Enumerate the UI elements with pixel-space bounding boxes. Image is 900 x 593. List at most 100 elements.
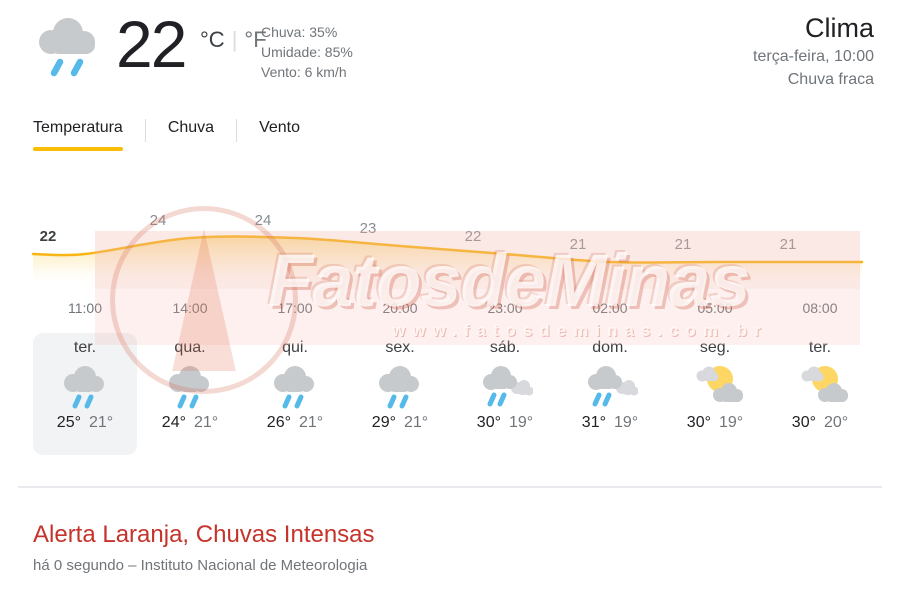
fahrenheit-toggle[interactable]: °F	[244, 27, 267, 52]
low-temp: 19°	[614, 414, 639, 431]
daily-forecast: ter. 25° 21° qua. 24° 21° qui. 26° 21° sex. 29…	[0, 333, 900, 457]
chart-temp-label: 22	[464, 228, 482, 245]
low-temp: 21°	[404, 414, 429, 431]
tab-divider	[236, 119, 238, 142]
rain-icon	[30, 12, 106, 78]
weather-alert: Alerta Laranja, Chuvas Intensas há 0 seg…	[33, 521, 375, 574]
day-temps: 24° 21°	[138, 414, 242, 432]
scattered-showers-icon	[483, 366, 534, 407]
forecast-card-0-ter[interactable]: ter. 25° 21°	[33, 333, 137, 455]
high-temp: 26°	[266, 414, 291, 431]
tab-chuva[interactable]: Chuva	[168, 119, 214, 150]
datetime-label: terça-feira, 10:00	[753, 48, 874, 65]
unit-separator: |	[231, 27, 238, 52]
day-icon-wrap	[267, 357, 323, 413]
current-temperature: 22	[116, 7, 187, 81]
chart-time-axis: 11:00 14:00 17:00 20:00 23:00 02:00 05:00 08:00	[0, 300, 900, 320]
chart-temp-label: 21	[569, 236, 587, 253]
condition-label: Chuva fraca	[787, 71, 874, 88]
temperature-chart: 22 24 24 23 22 21 21 21 11:00 14:00 17:00 20:00 23:…	[0, 195, 900, 330]
rain-icon	[64, 366, 104, 409]
chart-time-label: 14:00	[172, 300, 208, 316]
day-temps: 29° 21°	[348, 414, 452, 432]
active-tab-underline	[33, 147, 123, 151]
day-icon-wrap	[582, 357, 639, 413]
tab-vento[interactable]: Vento	[259, 119, 300, 150]
chart-line	[31, 235, 864, 264]
alert-source: há 0 segundo – Instituto Nacional de Met…	[33, 557, 368, 574]
partly-cloudy-icon	[696, 366, 743, 402]
high-temp: 30°	[686, 414, 711, 431]
chart-time-label: 05:00	[697, 300, 733, 316]
precipitation-stat: Chuva: 35%	[261, 24, 338, 40]
day-temps: 31° 19°	[558, 414, 662, 432]
day-name: qua.	[174, 339, 206, 356]
chart-canvas	[31, 235, 864, 287]
chart-time-label: 08:00	[802, 300, 838, 316]
day-icon-wrap	[57, 357, 113, 413]
low-temp: 19°	[719, 414, 744, 431]
tab-divider	[144, 119, 146, 142]
day-temps: 30° 20°	[768, 414, 872, 432]
partly-cloudy-icon	[801, 366, 848, 402]
tab-temperatura[interactable]: Temperatura	[33, 119, 123, 151]
forecast-card-3-sex[interactable]: sex. 29° 21°	[348, 333, 452, 455]
forecast-card-5-dom[interactable]: dom. 31° 19°	[558, 333, 662, 455]
tab-label: Vento	[259, 119, 301, 136]
day-name: ter.	[73, 339, 97, 356]
chart-time-label: 23:00	[487, 300, 523, 316]
high-temp: 30°	[791, 414, 816, 431]
wind-stat: Vento: 6 km/h	[261, 64, 347, 80]
weather-alert-link[interactable]: Alerta Laranja, Chuvas Intensas	[33, 521, 375, 548]
high-temp: 31°	[581, 414, 606, 431]
low-temp: 19°	[509, 414, 534, 431]
celsius-toggle[interactable]: °C	[200, 27, 225, 52]
day-name: sex.	[385, 339, 415, 356]
scattered-showers-icon	[588, 366, 639, 407]
chart-temp-label: 24	[149, 212, 167, 229]
forecast-card-7-ter[interactable]: ter. 30° 20°	[768, 333, 872, 455]
forecast-card-4-sáb[interactable]: sáb. 30° 19°	[453, 333, 557, 455]
day-temps: 30° 19°	[663, 414, 767, 432]
chart-area-fill	[33, 236, 862, 287]
rain-icon	[274, 366, 314, 409]
day-icon-wrap	[687, 357, 743, 413]
tab-label: Temperatura	[33, 119, 123, 136]
page-title: Clima	[804, 13, 874, 43]
low-temp: 21°	[299, 414, 324, 431]
high-temp: 30°	[476, 414, 501, 431]
chart-time-label: 17:00	[277, 300, 313, 316]
section-divider	[18, 486, 882, 488]
chart-temp-label: 23	[359, 220, 377, 237]
chart-temp-label: 21	[674, 236, 692, 253]
humidity-stat: Umidade: 85%	[261, 44, 353, 60]
chart-time-label: 11:00	[68, 300, 102, 316]
day-icon-wrap	[477, 357, 534, 413]
chart-time-label: 02:00	[592, 300, 628, 316]
day-name: qui.	[282, 339, 308, 356]
current-stats: Chuva: 35% Umidade: 85% Vento: 6 km/h	[261, 22, 353, 82]
rain-icon	[169, 366, 209, 409]
low-temp: 21°	[89, 414, 114, 431]
chart-temp-label: 24	[254, 212, 272, 229]
low-temp: 20°	[824, 414, 849, 431]
tab-bar: Temperatura Chuva Vento	[33, 119, 300, 151]
day-name: sáb.	[489, 339, 521, 356]
forecast-card-2-qui[interactable]: qui. 26° 21°	[243, 333, 347, 455]
forecast-card-6-seg[interactable]: seg. 30° 19°	[663, 333, 767, 455]
day-name: dom.	[592, 339, 628, 356]
day-name: seg.	[699, 339, 731, 356]
rain-icon	[39, 18, 95, 77]
rain-icon	[379, 366, 419, 409]
high-temp: 24°	[161, 414, 186, 431]
tab-label: Chuva	[167, 119, 215, 136]
low-temp: 21°	[194, 414, 219, 431]
day-temps: 25° 21°	[33, 414, 137, 432]
forecast-card-1-qua[interactable]: qua. 24° 21°	[138, 333, 242, 455]
high-temp: 29°	[371, 414, 396, 431]
day-temps: 30° 19°	[453, 414, 557, 432]
day-icon-wrap	[792, 357, 848, 413]
unit-toggle: °C | °F	[200, 27, 267, 53]
chart-current-temp-label: 22	[39, 228, 57, 245]
